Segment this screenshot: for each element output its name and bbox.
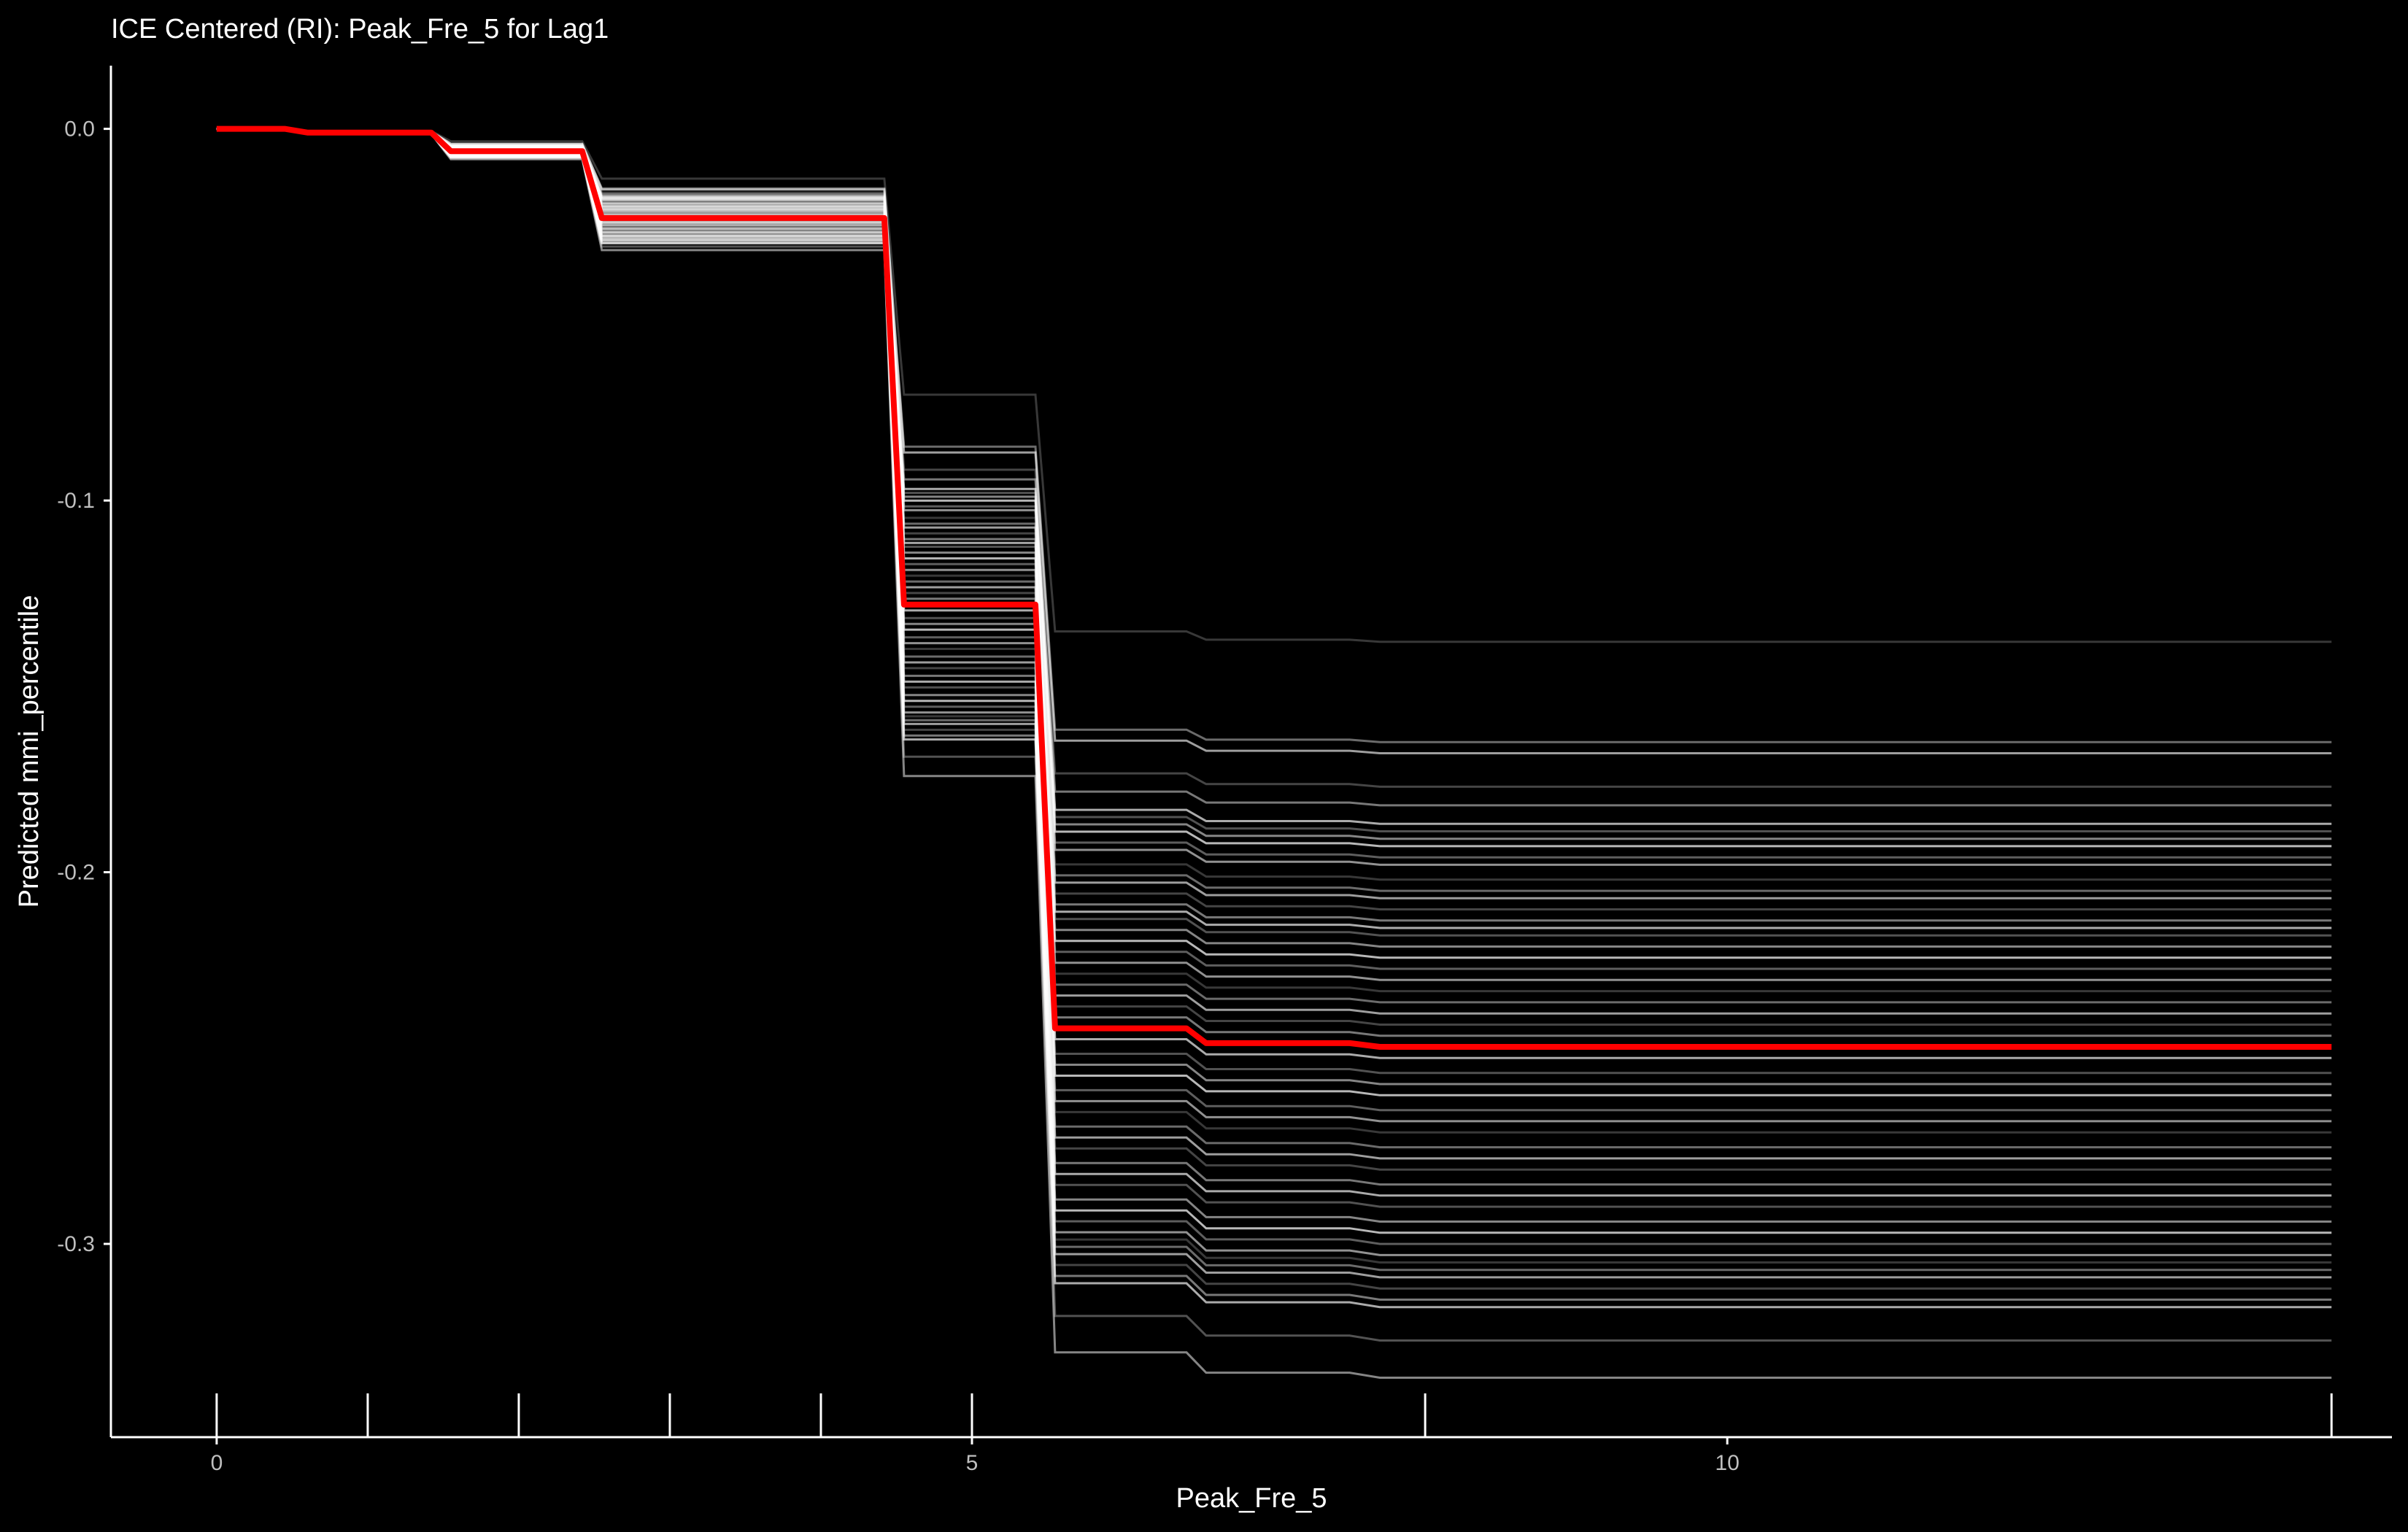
x-tick-label: 10 bbox=[1715, 1451, 1739, 1475]
x-axis-label: Peak_Fre_5 bbox=[1176, 1483, 1327, 1514]
x-axis-ticks: 0 5 10 bbox=[211, 1437, 1740, 1475]
y-tick-label: -0.1 bbox=[57, 489, 95, 513]
pdp-line bbox=[216, 125, 2332, 1050]
y-tick-label: -0.2 bbox=[57, 861, 95, 885]
x-tick-label: 0 bbox=[211, 1451, 223, 1475]
y-axis-label: Predicted mmi_percentile bbox=[14, 595, 45, 908]
x-tick-label: 5 bbox=[966, 1451, 979, 1475]
chart-title: ICE Centered (RI): Peak_Fre_5 for Lag1 bbox=[111, 14, 609, 45]
y-tick-label: -0.3 bbox=[57, 1232, 95, 1256]
rug-marks bbox=[215, 1393, 2333, 1437]
y-axis-ticks: 0.0 -0.1 -0.2 -0.3 bbox=[57, 117, 111, 1256]
y-tick-label: 0.0 bbox=[64, 117, 95, 142]
